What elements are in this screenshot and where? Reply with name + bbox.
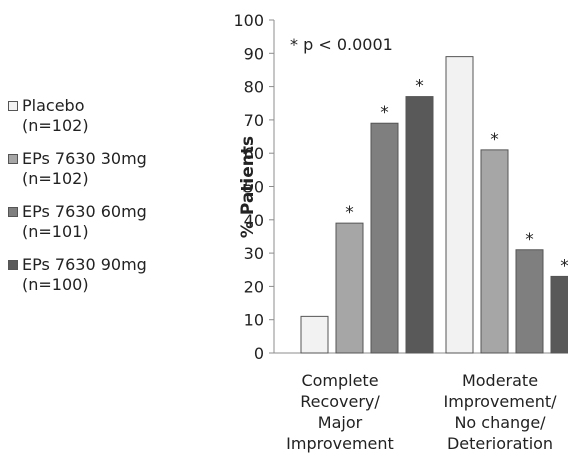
y-tick-label: 60 — [244, 144, 264, 163]
x-category-label-line: Moderate — [462, 371, 538, 390]
bar — [515, 249, 544, 354]
y-tick-label: 10 — [244, 311, 264, 330]
legend: Placebo (n=102) EPs 7630 30mg (n=102) EP… — [6, 96, 196, 308]
legend-swatch — [8, 101, 18, 111]
legend-label: EPs 7630 60mg — [22, 202, 147, 221]
x-category-label: Complete Recovery/Major Improvement — [286, 371, 394, 453]
y-tick-label: 0 — [254, 344, 264, 363]
bar — [300, 315, 329, 354]
x-category-label-line: Improvement/ — [443, 392, 557, 411]
legend-item-90mg: EPs 7630 90mg (n=100) — [6, 255, 196, 295]
bar — [445, 56, 474, 354]
legend-item-60mg: EPs 7630 60mg (n=101) — [6, 202, 196, 242]
y-tick-label: 40 — [244, 211, 264, 230]
significance-annotation: * p < 0.0001 — [290, 35, 393, 54]
legend-swatch — [8, 260, 18, 270]
y-axis-title: % Patients — [238, 136, 258, 238]
bar — [550, 275, 568, 354]
x-category-label-line: Recovery/ — [300, 392, 380, 411]
y-tick-label: 90 — [244, 44, 264, 63]
x-category-label-line: No change/ — [454, 413, 546, 432]
legend-swatch — [8, 154, 18, 164]
bar — [480, 149, 509, 354]
x-category-label-line: Complete — [301, 371, 378, 390]
bar — [335, 222, 364, 354]
significance-star: * — [490, 130, 499, 150]
x-category-label-line: Improvement — [286, 434, 394, 453]
legend-item-placebo: Placebo (n=102) — [6, 96, 196, 136]
y-tick-label: 50 — [244, 178, 264, 197]
y-tick-label: 30 — [244, 244, 264, 263]
legend-sample-size: (n=100) — [22, 275, 89, 294]
y-tick-label: 100 — [233, 11, 264, 30]
legend-sample-size: (n=101) — [22, 222, 89, 241]
bar — [370, 122, 399, 354]
legend-sample-size: (n=102) — [22, 116, 89, 135]
legend-label: Placebo — [22, 96, 85, 115]
significance-star: * — [345, 203, 354, 223]
x-category-label: Moderate Improvement/No change/Deteriorat… — [443, 371, 557, 453]
y-tick-label: 80 — [244, 78, 264, 97]
legend-swatch — [8, 207, 18, 217]
significance-star: * — [380, 103, 389, 123]
y-tick-label: 70 — [244, 111, 264, 130]
bar — [405, 96, 434, 354]
x-category-label-line: Deterioration — [447, 434, 553, 453]
significance-star: * — [525, 230, 534, 250]
legend-sample-size: (n=102) — [22, 169, 89, 188]
legend-label: EPs 7630 90mg — [22, 255, 147, 274]
x-category-label-line: Major — [318, 413, 363, 432]
legend-label: EPs 7630 30mg — [22, 149, 147, 168]
significance-star: * — [415, 77, 424, 97]
significance-star: * — [560, 256, 568, 276]
y-tick-label: 20 — [244, 277, 264, 296]
legend-item-30mg: EPs 7630 30mg (n=102) — [6, 149, 196, 189]
